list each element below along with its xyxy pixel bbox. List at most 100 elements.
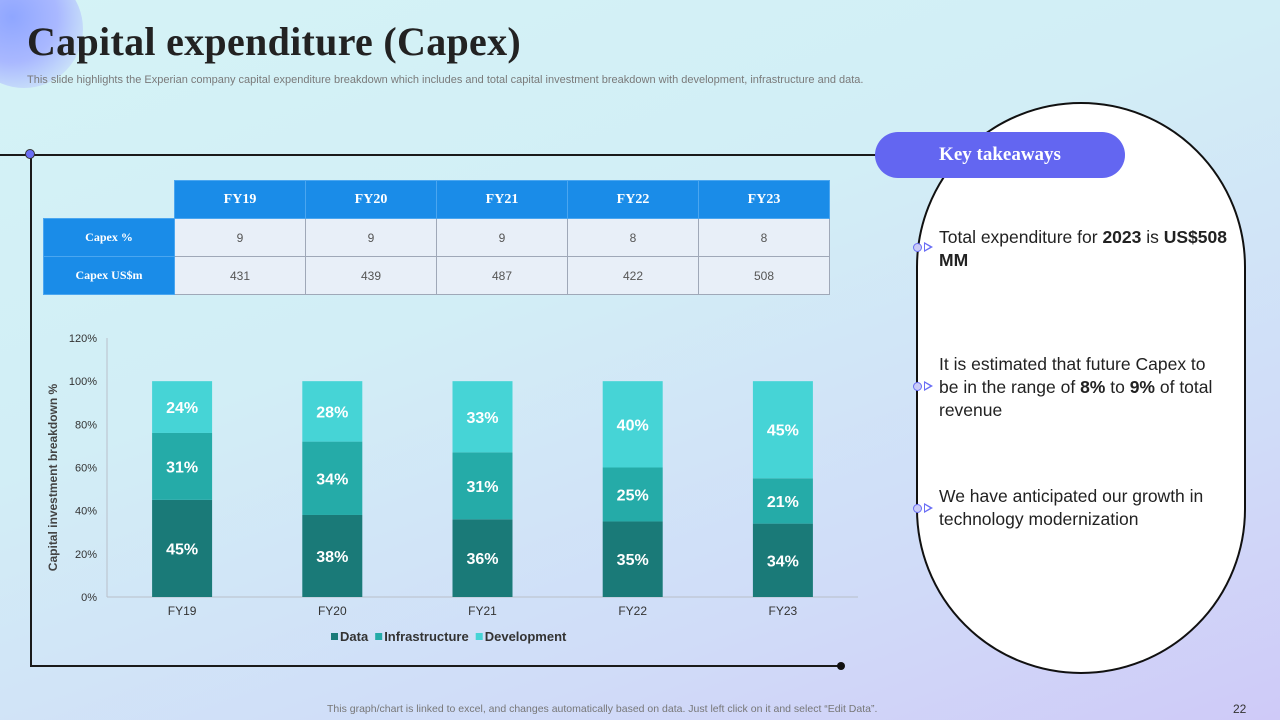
table-cell: 439 (305, 256, 437, 295)
table-header-cell: FY21 (436, 180, 568, 219)
takeaway-highlight: 2023 (1102, 227, 1142, 247)
stacked-bar-chart: 0% 20% 40% 60% 80% 100% 120% Capital investment… (46, 333, 858, 644)
takeaway-text: Total expenditure for (939, 227, 1103, 247)
takeaway-item-1: Total expenditure for 2023 is US$508 MM (939, 226, 1229, 272)
page-number: 22 (1233, 702, 1247, 716)
table-cell: 487 (436, 256, 568, 295)
bar-segment-data (752, 523, 813, 597)
data-label: 40% (617, 417, 649, 434)
table-cell: 9 (174, 218, 306, 257)
x-tick-label: FY20 (318, 604, 347, 618)
y-axis-label: Capital investment breakdown % (46, 383, 60, 571)
data-label: 31% (466, 479, 498, 496)
data-label: 35% (617, 552, 649, 569)
bar-segment-infrastructure (602, 467, 663, 522)
table-header-cell: FY20 (305, 180, 437, 219)
data-label: 31% (166, 459, 198, 476)
table-header-cell: FY23 (698, 180, 830, 219)
frame-line-top (0, 154, 880, 156)
table-cell: 508 (698, 256, 830, 295)
bar-segment-development (302, 381, 363, 442)
bullet-dot-icon (913, 382, 922, 391)
bullet-arrow-icon (924, 381, 933, 391)
bar-segment-development (452, 381, 513, 453)
bullet-arrow-icon (924, 503, 933, 513)
page-subtitle: This slide highlights the Experian compa… (27, 74, 864, 86)
capex-table: FY19 FY20 FY21 FY22 FY23 Capex % 9 9 9 8… (43, 180, 830, 295)
bar-segment-data (152, 499, 213, 597)
takeaway-text: It is estimated that future Capex to be … (939, 354, 1206, 397)
table-cell: 431 (174, 256, 306, 295)
frame-dot-top-left (25, 149, 35, 159)
y-tick-label: 0% (81, 592, 97, 604)
page-title: Capital expenditure (Capex) (27, 19, 522, 64)
x-tick-label: FY22 (618, 604, 647, 618)
takeaway-text: to (1105, 377, 1130, 397)
data-label: 45% (166, 541, 198, 558)
data-label: 28% (316, 404, 348, 421)
data-label: 45% (767, 423, 799, 440)
bullet-arrow-icon (924, 242, 933, 252)
table-cell: 422 (567, 256, 699, 295)
y-tick-label: 100% (69, 376, 97, 388)
table-header-row: FY19 FY20 FY21 FY22 FY23 (44, 180, 830, 219)
bar-segment-data (302, 514, 363, 597)
takeaway-item-3: We have anticipated our growth in techno… (939, 486, 1204, 529)
takeaway-highlight: 8% (1080, 377, 1106, 397)
legend-label: Data (340, 629, 369, 644)
bar-segment-data (602, 521, 663, 597)
legend-swatch (375, 633, 383, 640)
bar-segment-infrastructure (152, 432, 213, 500)
footer-note: This graph/chart is linked to excel, and… (327, 703, 878, 715)
data-label: 21% (767, 494, 799, 511)
table-cell: 8 (698, 218, 830, 257)
data-label: 34% (316, 471, 348, 488)
bar-segment-infrastructure (452, 452, 513, 520)
takeaway-text: of total revenue (939, 377, 1213, 420)
bullet-dot-icon (913, 243, 922, 252)
y-tick-label: 80% (75, 419, 97, 431)
frame-dot-bottom-right (837, 662, 845, 670)
table-header-cell: FY22 (567, 180, 699, 219)
takeaway-highlight: US$508 MM (939, 227, 1227, 270)
data-label: 25% (617, 487, 649, 504)
bar-segment-development (752, 381, 813, 479)
bar-segment-development (152, 381, 213, 433)
x-tick-label: FY21 (468, 604, 497, 618)
x-tick-label: FY23 (769, 604, 798, 618)
legend-label: Development (485, 629, 567, 644)
y-tick-label: 20% (75, 549, 97, 561)
legend-swatch (331, 633, 338, 640)
takeaway-item-2: It is estimated that future Capex to be … (939, 353, 1229, 422)
data-label: 33% (466, 410, 498, 427)
data-label: 36% (466, 551, 498, 568)
bar-segment-infrastructure (302, 441, 363, 515)
bullet-dot-icon (913, 504, 922, 513)
y-tick-label: 120% (69, 333, 97, 345)
key-takeaways-title: Key takeaways (875, 132, 1125, 178)
y-tick-label: 60% (75, 463, 97, 475)
table-cell: 9 (436, 218, 568, 257)
table-row-label: Capex % (43, 218, 175, 257)
y-tick-label: 40% (75, 506, 97, 518)
table-row: Capex US$m 431 439 487 422 508 (43, 256, 830, 295)
table-header-cell: FY19 (174, 180, 306, 219)
table-row: Capex % 9 9 9 8 8 (43, 218, 830, 257)
frame-line-bottom (30, 665, 842, 667)
takeaway-highlight: 9% (1129, 377, 1155, 397)
legend-label: Infrastructure (384, 629, 469, 644)
data-label: 38% (316, 549, 348, 566)
table-cell: 9 (305, 218, 437, 257)
bar-segment-development (602, 381, 663, 468)
takeaway-text: is (1141, 227, 1164, 247)
x-tick-label: FY19 (168, 604, 197, 618)
table-cell: 8 (567, 218, 699, 257)
data-label: 34% (767, 553, 799, 570)
takeaways-panel (916, 102, 1246, 674)
frame-line-left (30, 155, 32, 667)
table-row-label: Capex US$m (43, 256, 175, 295)
data-label: 24% (166, 400, 198, 417)
bar-segment-infrastructure (752, 478, 813, 524)
legend-swatch (475, 633, 483, 640)
table-corner-cell (44, 181, 175, 219)
